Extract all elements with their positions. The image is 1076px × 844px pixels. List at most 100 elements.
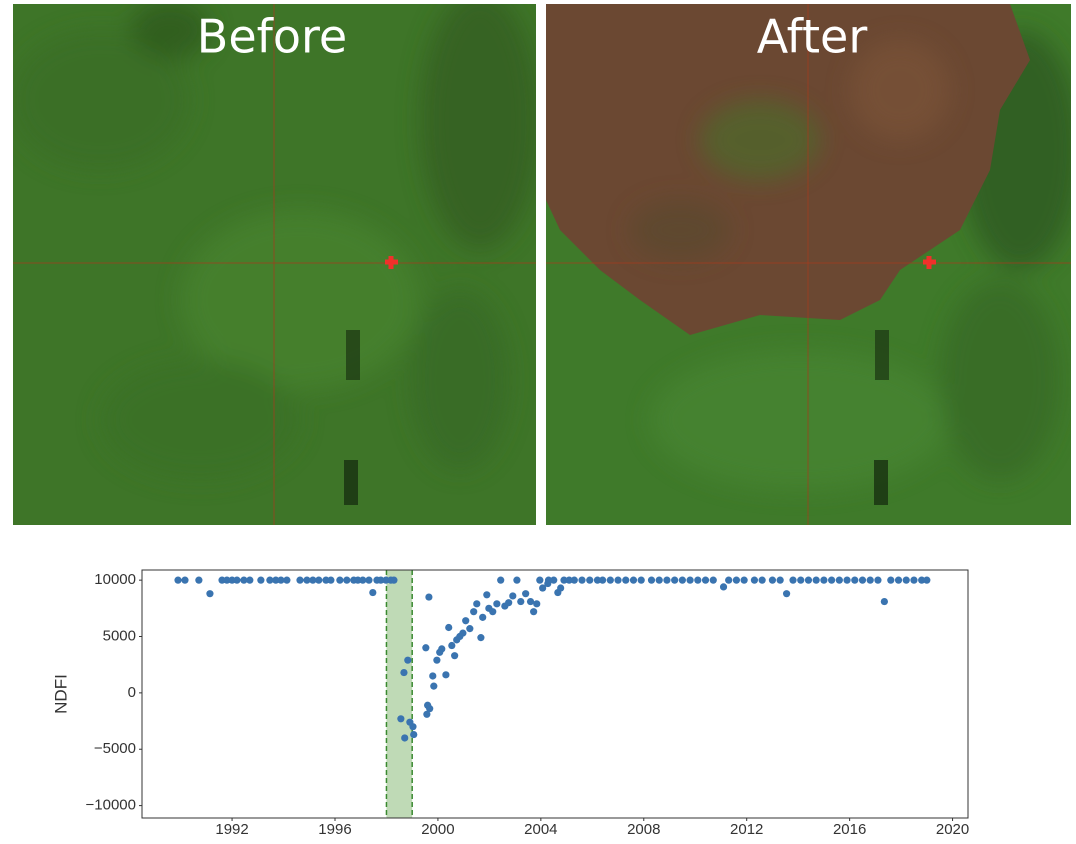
- data-point: [195, 576, 203, 584]
- data-point: [536, 576, 544, 584]
- data-point: [758, 576, 766, 584]
- data-point: [493, 600, 501, 608]
- data-point: [647, 576, 656, 584]
- data-point: [397, 715, 405, 723]
- data-point: [433, 656, 441, 664]
- data-point: [505, 599, 513, 607]
- data-point: [776, 576, 784, 584]
- data-point: [918, 576, 926, 584]
- data-point: [887, 576, 895, 584]
- data-point: [206, 590, 214, 598]
- data-point: [377, 576, 385, 584]
- data-point: [425, 593, 433, 601]
- data-point: [497, 576, 505, 584]
- data-point: [369, 588, 377, 597]
- highlight-span: [386, 570, 413, 818]
- data-point: [513, 576, 521, 584]
- data-point: [315, 576, 323, 584]
- plot: −10000 −5000 0 5000 10000 1992 1996 2000 2004 200…: [86, 570, 969, 838]
- data-point: [663, 576, 671, 584]
- data-point: [296, 576, 304, 584]
- data-point: [401, 734, 409, 742]
- data-point: [466, 625, 474, 633]
- data-point: [709, 576, 717, 584]
- data-point: [309, 576, 317, 584]
- x-tick-label: 1996: [318, 821, 351, 838]
- data-point: [578, 576, 586, 584]
- data-point: [303, 576, 311, 584]
- data-point: [277, 576, 285, 584]
- data-point: [266, 576, 274, 584]
- data-point: [233, 576, 241, 584]
- data-point: [694, 576, 702, 584]
- data-point: [343, 576, 351, 584]
- data-point: [557, 584, 565, 592]
- data-point: [606, 576, 614, 584]
- data-point: [768, 576, 777, 584]
- data-point: [517, 597, 525, 606]
- data-point: [533, 600, 541, 608]
- data-point: [858, 576, 867, 584]
- data-point: [445, 623, 453, 632]
- data-point: [866, 576, 874, 584]
- data-point: [410, 730, 418, 739]
- data-point: [544, 576, 553, 584]
- data-point: [442, 671, 450, 679]
- data-point: [804, 576, 813, 584]
- data-point: [874, 576, 882, 584]
- data-point: [789, 576, 797, 584]
- x-tick-label: 2020: [936, 821, 969, 838]
- data-point: [470, 608, 478, 616]
- data-point: [473, 600, 481, 608]
- data-point: [181, 576, 189, 584]
- data-point: [725, 576, 733, 584]
- data-point: [782, 590, 791, 598]
- data-point: [586, 576, 594, 584]
- data-point: [400, 668, 408, 677]
- data-point: [740, 576, 748, 584]
- data-point: [336, 576, 344, 584]
- data-point: [671, 576, 679, 584]
- data-point: [812, 576, 820, 584]
- y-axis-label: NDFI: [51, 674, 70, 714]
- data-point: [732, 576, 741, 584]
- data-point: [593, 576, 602, 584]
- x-tick-label: 2008: [627, 821, 660, 838]
- data-point: [622, 576, 630, 584]
- y-tick-label: −5000: [94, 740, 136, 757]
- panel-label: After: [757, 10, 868, 64]
- data-point: [678, 576, 686, 584]
- data-point: [526, 597, 535, 606]
- y-tick-label: −10000: [86, 797, 136, 814]
- data-point: [750, 576, 759, 584]
- data-point: [404, 656, 412, 664]
- data-point: [409, 723, 417, 731]
- y-tick-label: 0: [128, 684, 136, 701]
- data-point: [246, 576, 254, 584]
- after-image: After: [546, 4, 1071, 525]
- x-tick-label: 2004: [524, 821, 557, 838]
- data-point: [701, 576, 710, 584]
- data-point: [910, 576, 918, 584]
- panel-label: Before: [197, 10, 347, 64]
- data-point: [797, 576, 805, 584]
- data-point: [655, 576, 663, 584]
- data-point: [459, 629, 467, 637]
- data-point: [565, 576, 573, 584]
- x-tick-label: 2012: [730, 821, 763, 838]
- data-point: [686, 576, 694, 584]
- data-point: [835, 576, 843, 584]
- data-point: [426, 705, 434, 713]
- data-point: [272, 576, 280, 584]
- data-point: [479, 613, 487, 621]
- data-point: [365, 576, 373, 584]
- data-point: [327, 576, 335, 584]
- data-point: [894, 576, 903, 584]
- data-point: [923, 576, 931, 584]
- data-point: [462, 617, 470, 625]
- data-point: [880, 597, 888, 606]
- data-point: [422, 644, 430, 652]
- data-point: [828, 576, 836, 584]
